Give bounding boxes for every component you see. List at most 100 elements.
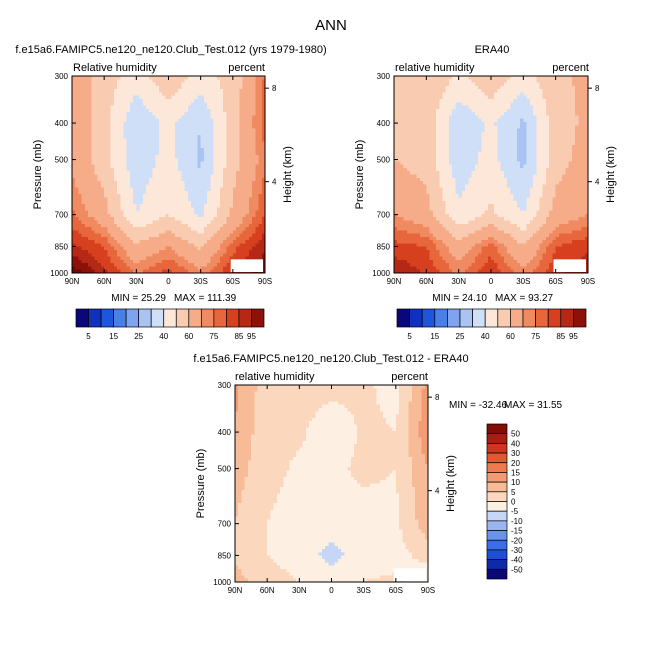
contour-cell [158,200,163,205]
contour-cell [526,92,531,97]
contour-cell [487,144,492,149]
contour-cell [491,76,495,80]
contour-cell [549,125,554,130]
contour-cell [97,164,102,169]
contour-cell [423,108,427,113]
contour-cell [213,89,218,94]
contour-cell [484,98,489,103]
contour-cell [72,263,76,268]
contour-cell [165,230,170,235]
contour-cell [419,79,424,84]
contour-cell [219,240,224,245]
contour-cell [91,161,96,166]
contour-cell [72,187,76,192]
contour-cell [84,105,89,110]
contour-cell [81,108,86,113]
contour-cell [432,95,437,100]
contour-cell [155,161,160,166]
contour-cell [442,131,447,136]
contour-cell [184,108,189,113]
contour-cell [155,82,160,87]
contour-cell [419,98,424,103]
contour-cell [72,227,76,231]
contour-cell [194,102,199,107]
contour-cell [107,85,112,90]
contour-cell [149,148,154,153]
contour-cell [145,141,150,146]
contour-cell [500,144,505,149]
contour-cell [129,79,134,84]
contour-cell [149,220,154,225]
contour-cell [100,246,105,251]
contour-cell [187,259,192,264]
contour-cell [578,118,583,123]
contour-cell [578,138,583,143]
contour-cell [187,207,192,212]
contour-cell [107,154,112,159]
contour-cell [133,131,137,136]
contour-cell [203,98,208,103]
contour-cell [197,115,202,120]
contour-cell [545,118,550,123]
contour-cell [245,76,250,80]
contour-cell [88,131,92,136]
contour-cell [213,79,218,84]
contour-cell [487,76,492,80]
contour-cell [568,125,573,130]
contour-cell [158,246,163,251]
contour-cell [510,144,515,149]
contour-cell [545,144,550,149]
contour-cell [261,125,266,130]
contour-cell [203,121,208,126]
contour-cell [165,131,170,136]
contour-cell [236,167,240,172]
contour-cell [255,79,260,84]
colorbar-box [213,308,227,328]
contour-cell [72,181,76,185]
contour-cell [558,92,563,97]
contour-cell [129,128,134,133]
contour-cell [242,200,247,205]
contour-cell [145,125,150,130]
contour-cell [394,79,398,84]
contour-cell [191,125,195,130]
contour-cell [252,161,256,166]
contour-cell [200,112,205,116]
contour-cell [219,184,224,189]
contour-cell [500,85,505,90]
contour-cell [142,227,147,231]
contour-cell [181,105,186,110]
contour-cell [72,190,76,195]
contour-cell [219,227,224,231]
contour-cell [248,256,253,261]
contour-cell [526,95,531,100]
contour-cell [210,95,215,100]
contour-cell [117,184,121,189]
contour-cell [203,79,208,84]
contour-cell [529,128,534,133]
contour-cell [255,204,260,208]
contour-cell [197,89,202,94]
contour-cell [510,138,515,143]
contour-cell [219,177,224,182]
contour-cell [229,246,234,251]
contour-cell [117,233,121,238]
contour-cell [97,256,102,261]
contour-cell [248,177,253,182]
contour-cell [75,217,80,222]
contour-cell [400,98,405,103]
contour-cell [88,128,92,133]
colorbar-label: 85 [234,332,243,341]
panel-obs-title: ERA40 [475,44,510,56]
contour-cell [120,263,125,268]
contour-cell [120,85,125,90]
contour-cell [197,200,202,205]
contour-cell [203,135,208,139]
contour-cell [248,118,253,123]
contour-cell [78,200,83,205]
contour-cell [229,92,234,97]
contour-cell [200,250,205,254]
contour-cell [155,112,160,116]
contour-cell [578,105,583,110]
contour-cell [174,76,179,80]
